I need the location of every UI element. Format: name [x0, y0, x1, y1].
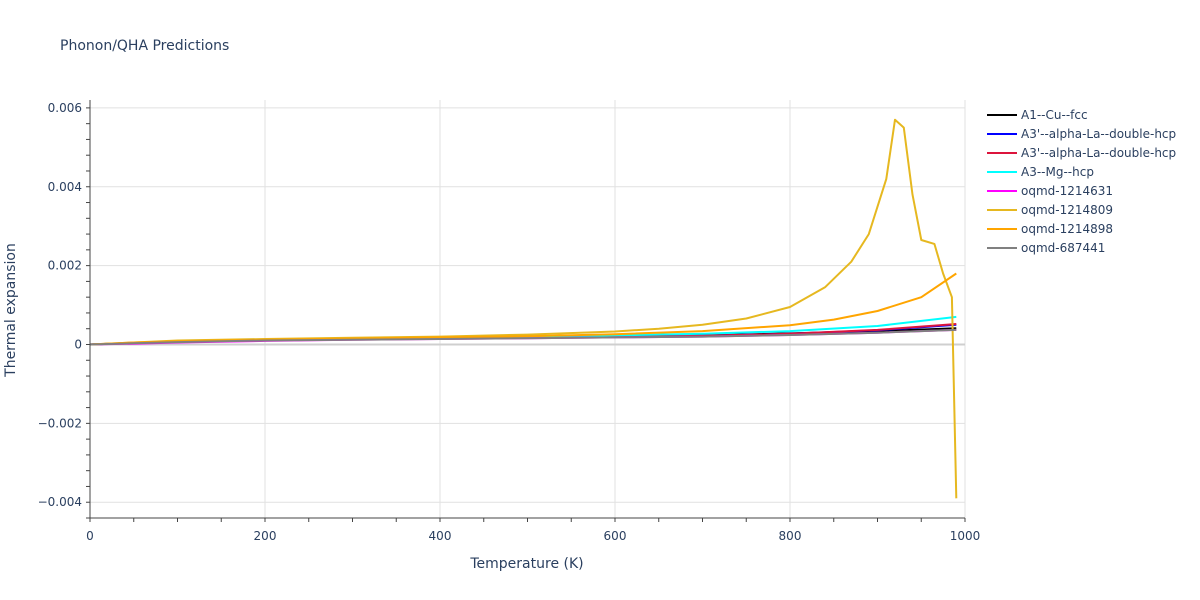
legend-label: A3'--alpha-La--double-hcp [1021, 146, 1176, 160]
legend-label: oqmd-1214809 [1021, 203, 1113, 217]
legend-label: A3'--alpha-La--double-hcp [1021, 127, 1176, 141]
x-axis: 0 200 400 600 800 1000 [86, 517, 981, 543]
y-tick-label: −0.002 [38, 416, 82, 430]
y-tick-label: 0.004 [48, 180, 82, 194]
y-axis: −0.004 −0.002 0 0.002 0.004 0.006 [38, 100, 91, 519]
y-axis-title: Thermal expansion [3, 243, 19, 378]
y-tick-label: −0.004 [38, 495, 82, 509]
grid [90, 100, 966, 518]
x-tick-label: 200 [254, 529, 277, 543]
legend-label: oqmd-1214898 [1021, 222, 1113, 236]
x-tick-label: 800 [779, 529, 802, 543]
legend: A1--Cu--fcc A3'--alpha-La--double-hcp A3'-… [987, 108, 1176, 255]
x-tick-label: 400 [429, 529, 452, 543]
chart-title: Phonon/QHA Predictions [60, 38, 229, 54]
legend-label: A1--Cu--fcc [1021, 108, 1088, 122]
y-tick-label: 0.006 [48, 101, 82, 115]
series-line-5 [89, 118, 958, 499]
x-tick-label: 600 [604, 529, 627, 543]
x-tick-label: 0 [86, 529, 94, 543]
y-tick-label: 0 [74, 337, 82, 351]
legend-label: oqmd-687441 [1021, 241, 1105, 255]
x-axis-title: Temperature (K) [469, 556, 583, 572]
plot-area [89, 118, 958, 499]
x-tick-label: 1000 [950, 529, 981, 543]
legend-label: A3--Mg--hcp [1021, 165, 1094, 179]
legend-label: oqmd-1214631 [1021, 184, 1113, 198]
series-line-7 [89, 328, 957, 346]
y-tick-label: 0.002 [48, 259, 82, 273]
